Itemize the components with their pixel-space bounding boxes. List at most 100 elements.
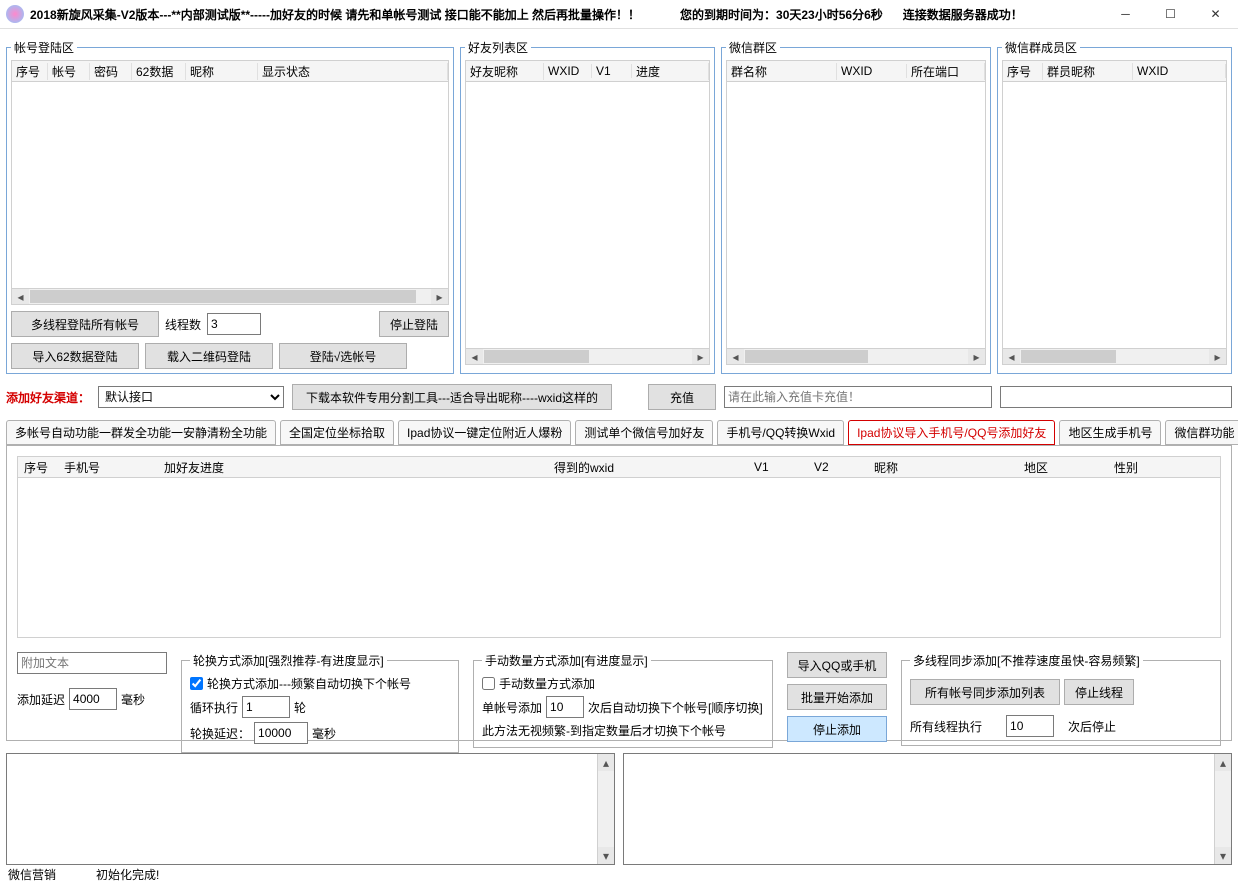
recharge-input[interactable] — [724, 386, 992, 408]
status-bar: 微信营销 初始化完成! — [8, 866, 159, 883]
tab-0[interactable]: 多帐号自动功能一群发全功能一安静清粉全功能 — [6, 420, 276, 445]
tab-1[interactable]: 全国定位坐标拾取 — [280, 420, 394, 445]
scroll-right-icon[interactable]: ▸ — [692, 349, 709, 364]
attach-text-input[interactable] — [17, 652, 167, 674]
batch-start-button[interactable]: 批量开始添加 — [787, 684, 887, 710]
scroll-up-icon[interactable]: ▴ — [1215, 754, 1231, 771]
tab-7[interactable]: 微信群功能 — [1165, 420, 1238, 445]
tab-6[interactable]: 地区生成手机号 — [1059, 420, 1161, 445]
account-login-panel: 帐号登陆区 序号 帐号 密码 62数据 昵称 显示状态 ◂ ▸ 多线程登陆所有帐… — [6, 39, 454, 374]
members-table-body[interactable] — [1002, 82, 1227, 348]
groups-hscroll[interactable]: ◂ ▸ — [726, 348, 986, 365]
stop-add-button[interactable]: 停止添加 — [787, 716, 887, 742]
accounts-hscroll[interactable]: ◂ ▸ — [11, 288, 449, 305]
scroll-down-icon[interactable]: ▾ — [1215, 847, 1231, 864]
accounts-table-header: 序号 帐号 密码 62数据 昵称 显示状态 — [11, 60, 449, 82]
channel-select[interactable]: 默认接口 — [98, 386, 284, 408]
tab-content: 序号 手机号 加好友进度 得到的wxid V1 V2 昵称 地区 性别 添加延迟… — [6, 445, 1232, 741]
gb1-legend: 轮换方式添加[强烈推荐-有进度显示] — [190, 652, 387, 669]
tcol-v2: V2 — [808, 460, 868, 474]
manual-qty-group: 手动数量方式添加[有进度显示] 手动数量方式添加 单帐号添加 次后自动切换下个帐… — [473, 652, 773, 748]
ms-label: 毫秒 — [121, 691, 145, 708]
friends-table-body[interactable] — [465, 82, 710, 348]
threads-input[interactable] — [207, 313, 261, 335]
threads-label: 线程数 — [165, 316, 201, 333]
rotate-checkbox[interactable] — [190, 677, 203, 690]
friends-list-panel: 好友列表区 好友昵称 WXID V1 进度 ◂ ▸ — [460, 39, 715, 374]
scroll-left-icon[interactable]: ◂ — [12, 289, 29, 304]
scroll-up-icon[interactable]: ▴ — [598, 754, 614, 771]
log-right-vscroll[interactable]: ▴ ▾ — [1214, 754, 1231, 864]
members-hscroll[interactable]: ◂ ▸ — [1002, 348, 1227, 365]
loop-input[interactable] — [242, 696, 290, 718]
col-wxid: WXID — [544, 64, 592, 78]
tab-bar: 多帐号自动功能一群发全功能一安静清粉全功能 全国定位坐标拾取 Ipad协议一键定… — [6, 420, 1232, 445]
import-qq-phone-button[interactable]: 导入QQ或手机 — [787, 652, 887, 678]
expiry-label: 您的到期时间为：30天23小时56分6秒 — [680, 6, 883, 23]
tab-4[interactable]: 手机号/QQ转换Wxid — [717, 420, 844, 445]
tc-table-header: 序号 手机号 加好友进度 得到的wxid V1 V2 昵称 地区 性别 — [17, 456, 1221, 478]
sync-add-button[interactable]: 所有帐号同步添加列表 — [910, 679, 1060, 705]
tcol-prog: 加好友进度 — [158, 459, 548, 476]
after-label: 次后自动切换下个帐号[顺序切换] — [588, 699, 763, 716]
col-fnick: 好友昵称 — [466, 63, 544, 80]
col-gwxid: WXID — [837, 64, 907, 78]
tc-table-body[interactable] — [17, 478, 1221, 638]
multithread-group: 多线程同步添加[不推荐速度虽快-容易频繁] 所有帐号同步添加列表 停止线程 所有… — [901, 652, 1221, 746]
col-mseq: 序号 — [1003, 63, 1043, 80]
single-input[interactable] — [546, 696, 584, 718]
status-left: 微信营销 — [8, 866, 56, 883]
tcol-wxid: 得到的wxid — [548, 459, 748, 476]
scroll-down-icon[interactable]: ▾ — [598, 847, 614, 864]
window-title: 2018新旋风采集-V2版本---**内部测试版**-----加好友的时候 请先… — [30, 6, 640, 23]
close-button[interactable]: ✕ — [1193, 0, 1238, 28]
accounts-table-body[interactable] — [11, 82, 449, 288]
swdelay-label: 轮换延迟： — [190, 725, 250, 742]
groups-table-header: 群名称 WXID 所在端口 — [726, 60, 986, 82]
tcol-gender: 性别 — [1108, 459, 1220, 476]
tab-3[interactable]: 测试单个微信号加好友 — [575, 420, 713, 445]
manual-cb-label: 手动数量方式添加 — [499, 675, 595, 692]
gb2-legend: 手动数量方式添加[有进度显示] — [482, 652, 651, 669]
scroll-right-icon[interactable]: ▸ — [431, 289, 448, 304]
panel1-legend: 帐号登陆区 — [11, 39, 77, 56]
channel-row: 添加好友渠道： 默认接口 下载本软件专用分割工具---适合导出昵称----wxi… — [6, 384, 1232, 410]
stop-thread-button[interactable]: 停止线程 — [1064, 679, 1134, 705]
groups-table-body[interactable] — [726, 82, 986, 348]
swdelay-input[interactable] — [254, 722, 308, 744]
download-tool-button[interactable]: 下载本软件专用分割工具---适合导出昵称----wxid这样的 — [292, 384, 612, 410]
scroll-left-icon[interactable]: ◂ — [466, 349, 483, 364]
stop-login-button[interactable]: 停止登陆 — [379, 311, 449, 337]
minimize-button[interactable]: ─ — [1103, 0, 1148, 28]
maximize-button[interactable]: ☐ — [1148, 0, 1193, 28]
recharge-button[interactable]: 充值 — [648, 384, 716, 410]
tab-2[interactable]: Ipad协议一键定位附近人爆粉 — [398, 420, 571, 445]
scroll-right-icon[interactable]: ▸ — [1209, 349, 1226, 364]
rotate-add-group: 轮换方式添加[强烈推荐-有进度显示] 轮换方式添加---频繁自动切换下个帐号 循… — [181, 652, 459, 753]
manual-checkbox[interactable] — [482, 677, 495, 690]
all-threads-input[interactable] — [1006, 715, 1054, 737]
group-members-panel: 微信群成员区 序号 群员昵称 WXID ◂ ▸ — [997, 39, 1232, 374]
tcol-seq: 序号 — [18, 459, 58, 476]
load-qr-button[interactable]: 载入二维码登陆 — [145, 343, 273, 369]
log-right[interactable]: ▴ ▾ — [623, 753, 1232, 865]
scroll-right-icon[interactable]: ▸ — [968, 349, 985, 364]
loop-label: 循环执行 — [190, 699, 238, 716]
tab-5[interactable]: Ipad协议导入手机号/QQ号添加好友 — [848, 420, 1055, 445]
col-status: 显示状态 — [258, 63, 448, 80]
log-left[interactable]: ▴ ▾ — [6, 753, 615, 865]
scroll-left-icon[interactable]: ◂ — [727, 349, 744, 364]
extra-input[interactable] — [1000, 386, 1232, 408]
log-left-vscroll[interactable]: ▴ ▾ — [597, 754, 614, 864]
delay-input[interactable] — [69, 688, 117, 710]
friends-hscroll[interactable]: ◂ ▸ — [465, 348, 710, 365]
multi-login-button[interactable]: 多线程登陆所有帐号 — [11, 311, 159, 337]
wechat-groups-panel: 微信群区 群名称 WXID 所在端口 ◂ ▸ — [721, 39, 991, 374]
login-selected-button[interactable]: 登陆√选帐号 — [279, 343, 407, 369]
col-mnick: 群员昵称 — [1043, 63, 1133, 80]
connection-status: 连接数据服务器成功！ — [903, 6, 1023, 23]
import-62-button[interactable]: 导入62数据登陆 — [11, 343, 139, 369]
panel4-legend: 微信群成员区 — [1002, 39, 1080, 56]
scroll-left-icon[interactable]: ◂ — [1003, 349, 1020, 364]
col-mwxid: WXID — [1133, 64, 1226, 78]
